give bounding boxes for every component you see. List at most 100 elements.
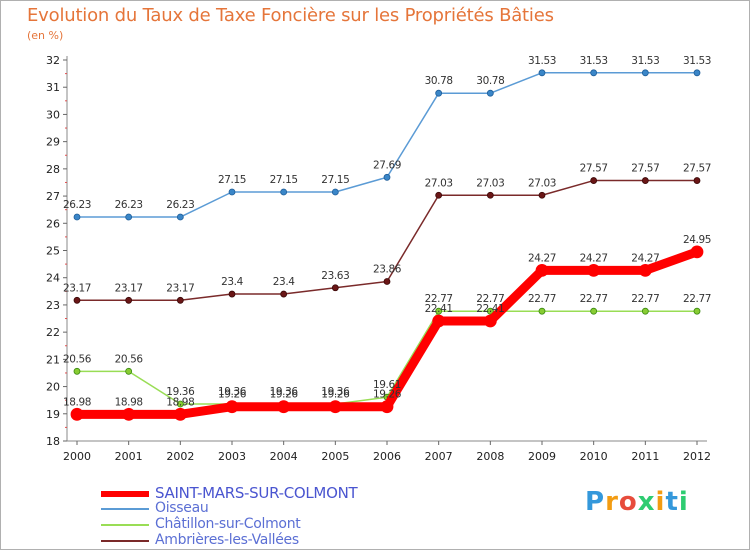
data-point — [535, 263, 549, 277]
data-label: 18.98 — [166, 396, 194, 408]
data-label: 24.27 — [631, 252, 659, 264]
x-tick-label: 2009 — [528, 450, 556, 463]
legend-swatch — [101, 540, 149, 542]
data-point — [176, 213, 184, 221]
data-label: 19.36 — [270, 386, 299, 398]
series-layer — [70, 69, 704, 421]
x-tick-label: 2004 — [270, 450, 298, 463]
data-label: 27.57 — [683, 163, 711, 175]
data-point — [590, 69, 598, 77]
data-label: 23.17 — [115, 282, 143, 294]
y-tick-label: 29 — [46, 136, 60, 149]
data-point — [538, 307, 546, 315]
data-label: 20.56 — [63, 353, 92, 365]
data-point — [641, 177, 649, 184]
data-label: 18.98 — [115, 396, 143, 408]
data-label: 23.86 — [373, 264, 402, 276]
data-label: 19.36 — [218, 386, 247, 398]
data-label: 19.61 — [373, 379, 401, 391]
x-tick-label: 2001 — [115, 450, 143, 463]
data-label: 27.15 — [270, 174, 298, 186]
legend-swatch — [101, 508, 149, 510]
data-label: 19.36 — [321, 386, 350, 398]
y-tick-label: 22 — [46, 326, 60, 339]
data-label: 27.57 — [580, 163, 608, 175]
data-label: 30.78 — [476, 75, 504, 87]
y-tick-label: 30 — [46, 108, 60, 121]
y-tick-label: 32 — [46, 54, 60, 67]
data-label: 22.41 — [425, 303, 453, 315]
data-label: 20.56 — [115, 353, 144, 365]
data-label: 31.53 — [528, 55, 556, 67]
data-label: 22.77 — [425, 293, 453, 305]
data-point — [486, 307, 494, 315]
data-label: 26.23 — [63, 199, 91, 211]
y-tick-label: 31 — [46, 81, 60, 94]
data-label: 19.26 — [270, 389, 299, 401]
data-point — [383, 278, 391, 285]
x-tick-label: 2011 — [631, 450, 659, 463]
data-point — [693, 177, 701, 184]
data-labels: 18.98 18.98 18.98 19.26 19.26 19.26 19.26 22.41… — [63, 55, 711, 409]
data-point — [693, 69, 701, 77]
legend-label: Oisseau — [155, 500, 209, 516]
data-point — [280, 290, 288, 298]
series-oisseau — [73, 69, 701, 221]
data-label: 24.27 — [580, 252, 608, 264]
data-point — [486, 89, 494, 97]
data-label: 18.98 — [63, 396, 91, 408]
legend-swatch — [101, 491, 149, 497]
data-point — [590, 307, 598, 315]
data-point — [486, 191, 494, 199]
data-label: 23.17 — [166, 282, 194, 294]
x-tick-label: 2012 — [683, 450, 711, 463]
data-point — [73, 213, 81, 221]
x-tick-label: 2005 — [321, 450, 349, 463]
data-point — [173, 407, 187, 421]
y-tick-label: 20 — [46, 381, 60, 394]
data-point — [277, 400, 291, 414]
x-tick-label: 2002 — [166, 450, 194, 463]
y-tick-label: 28 — [46, 163, 60, 176]
data-label: 23.4 — [273, 276, 295, 288]
data-label: 22.41 — [476, 303, 504, 315]
data-label: 27.15 — [218, 174, 246, 186]
x-tick-label: 2008 — [476, 450, 504, 463]
data-point — [435, 191, 443, 199]
data-label: 22.77 — [631, 293, 659, 305]
data-label: 23.17 — [63, 282, 91, 294]
data-point — [70, 407, 84, 421]
data-point — [280, 188, 288, 196]
data-label: 27.57 — [631, 163, 659, 175]
data-point — [538, 191, 546, 199]
x-tick-label: 2010 — [580, 450, 608, 463]
data-point — [331, 284, 339, 292]
data-label: 22.77 — [580, 293, 608, 305]
data-point — [125, 296, 133, 304]
data-point — [73, 367, 81, 375]
legend-label: SAINT-MARS-SUR-COLMONT — [155, 484, 358, 502]
data-label: 19.26 — [218, 389, 247, 401]
data-label: 27.03 — [425, 177, 453, 189]
data-label: 23.63 — [321, 270, 349, 282]
data-point — [228, 290, 236, 298]
y-tick-label: 21 — [46, 353, 60, 366]
series-oisseau-line — [76, 72, 698, 218]
data-label: 19.26 — [321, 389, 350, 401]
series-ambrieres — [73, 177, 701, 304]
data-label: 27.03 — [528, 177, 556, 189]
data-point — [483, 314, 497, 328]
data-label: 19.36 — [166, 386, 195, 398]
legend-label: Châtillon-sur-Colmont — [155, 516, 301, 532]
data-point — [538, 69, 546, 77]
data-label: 31.53 — [631, 55, 659, 67]
data-label: 31.53 — [683, 55, 711, 67]
axes: 18 19 20 21 22 23 24 25 26 27 28 29 30 31 32 2000 2001 20… — [46, 54, 711, 463]
data-label: 19.26 — [373, 389, 402, 401]
data-point — [225, 400, 239, 414]
y-tick-label: 27 — [46, 190, 60, 203]
data-point — [693, 307, 701, 315]
y-tick-label: 25 — [46, 245, 60, 258]
